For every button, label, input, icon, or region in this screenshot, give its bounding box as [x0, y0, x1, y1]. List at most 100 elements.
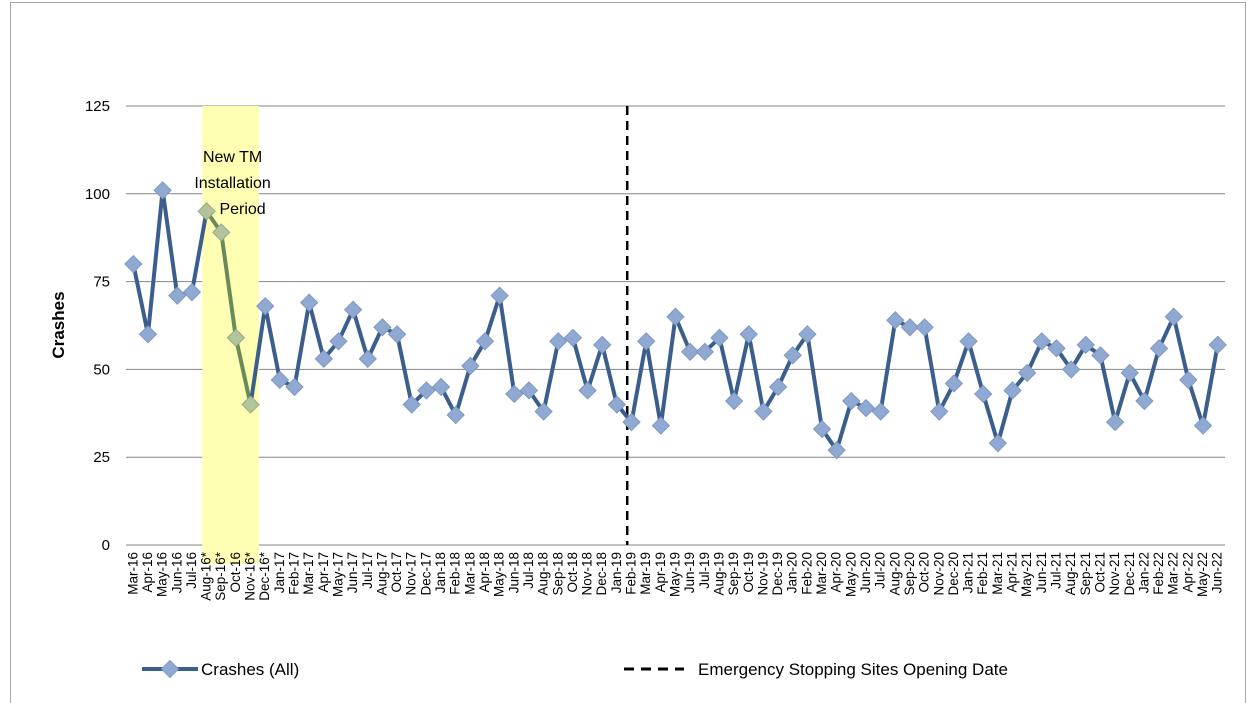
data-point: [842, 391, 861, 411]
x-tick-label: Dec-16*: [257, 551, 272, 601]
x-tick-label: Jun-16: [169, 552, 184, 593]
series-markers: [124, 181, 1227, 460]
x-tick-label: Dec-18: [594, 552, 609, 596]
x-tick-label: Oct-21: [1092, 552, 1107, 593]
x-tick-label: Mar-20: [814, 552, 829, 595]
series-segment: [351, 307, 370, 361]
x-tick-label: Feb-22: [1151, 552, 1166, 595]
series-segment: [732, 332, 751, 404]
x-tick-label: Jul-18: [521, 552, 536, 589]
data-point: [915, 318, 934, 337]
x-tick-label: Jun-17: [345, 552, 360, 593]
x-tick-label: May-17: [330, 552, 345, 597]
x-tick-label: Jul-17: [360, 552, 375, 589]
series-segment: [160, 188, 180, 298]
series-segment: [233, 335, 253, 407]
series-segment: [1113, 370, 1132, 425]
x-tick-label: Feb-17: [287, 552, 302, 595]
x-tick-label: Oct-19: [741, 552, 756, 593]
series-segment: [219, 230, 238, 340]
x-tick-label: Sep-18: [550, 552, 565, 596]
data-point: [285, 377, 304, 397]
data-point: [710, 328, 729, 347]
data-point: [593, 335, 612, 355]
x-tick-label: Aug-16*: [199, 551, 214, 601]
data-point: [1076, 335, 1095, 355]
series-segment: [995, 388, 1015, 446]
data-point: [387, 325, 407, 344]
x-tick-label: Sep-21: [1078, 552, 1093, 596]
data-point: [241, 395, 260, 414]
x-tick-label: Aug-21: [1063, 552, 1078, 596]
x-tick-label: Mar-16: [125, 552, 140, 595]
series-segment: [483, 293, 502, 344]
x-tick-label: Feb-18: [448, 552, 463, 595]
series-segment: [292, 300, 312, 389]
x-tick-label: Mar-17: [301, 552, 316, 595]
data-point: [490, 286, 509, 305]
x-tick-label: Jun-19: [682, 552, 697, 593]
x-tick-label: Jun-21: [1034, 552, 1049, 593]
series-segment: [805, 332, 825, 432]
x-tick-label: Jul-16: [184, 552, 199, 589]
series-segment: [922, 325, 942, 414]
series-segment: [541, 339, 561, 414]
data-point: [1179, 370, 1198, 390]
data-point: [124, 254, 143, 274]
y-tick-label: 50: [93, 361, 110, 378]
series-segment: [658, 314, 678, 428]
legend-marker-label: Emergency Stopping Sites Opening Date: [698, 660, 1008, 679]
series-segment: [585, 342, 605, 393]
x-tick-label: Apr-22: [1180, 552, 1195, 593]
data-point: [1208, 335, 1227, 355]
data-point: [680, 342, 700, 362]
data-point: [417, 381, 436, 400]
x-tick-label: Apr-19: [653, 552, 668, 593]
x-tick-label: Dec-20: [946, 552, 961, 596]
series-segment: [497, 293, 517, 396]
x-tick-label: Aug-17: [374, 552, 389, 596]
data-point: [519, 381, 539, 400]
data-point: [666, 307, 685, 326]
x-tick-label: Apr-20: [829, 552, 844, 593]
y-tick-label: 100: [85, 186, 110, 203]
x-tick-label: May-19: [668, 552, 683, 597]
x-tick-label: May-16: [155, 552, 170, 597]
x-tick-label: Jan-20: [785, 552, 800, 593]
data-point: [988, 433, 1008, 453]
data-point: [475, 332, 495, 351]
series-segment: [248, 304, 268, 407]
annotation-line-2: Installation: [194, 175, 271, 192]
x-tick-label: Apr-16: [140, 552, 155, 593]
series-segment: [1186, 377, 1206, 428]
x-axis-ticks: Mar-16 Apr-16 May-16 Jun-16 Jul-16 Aug-16* Sep…: [125, 551, 1224, 601]
series-segment: [307, 300, 326, 361]
series-segment: [1098, 353, 1118, 425]
series-segment: [453, 363, 473, 418]
x-tick-label: Aug-18: [536, 552, 551, 596]
series-segment: [966, 339, 986, 396]
series-segment: [644, 339, 663, 428]
data-point: [724, 391, 744, 411]
series-segment: [878, 318, 898, 414]
x-tick-label: Nov-17: [404, 552, 419, 596]
series-segment: [717, 335, 737, 404]
y-tick-label: 75: [93, 274, 110, 291]
data-point: [197, 202, 216, 221]
x-tick-label: May-22: [1195, 552, 1210, 597]
series-segment: [600, 342, 619, 407]
data-point: [1017, 363, 1037, 383]
data-point: [461, 356, 480, 376]
data-point: [329, 332, 348, 351]
data-point: [1047, 339, 1066, 358]
x-tick-label: Sep-16*: [213, 551, 228, 601]
data-point: [343, 300, 363, 319]
series-segment: [1171, 314, 1191, 382]
x-tick-label: Apr-17: [316, 552, 331, 593]
data-point: [900, 318, 920, 337]
data-point: [256, 296, 275, 316]
data-point: [783, 346, 802, 365]
x-tick-label: Feb-20: [799, 552, 814, 595]
data-point: [270, 370, 290, 390]
x-tick-label: Jun-22: [1210, 552, 1225, 593]
